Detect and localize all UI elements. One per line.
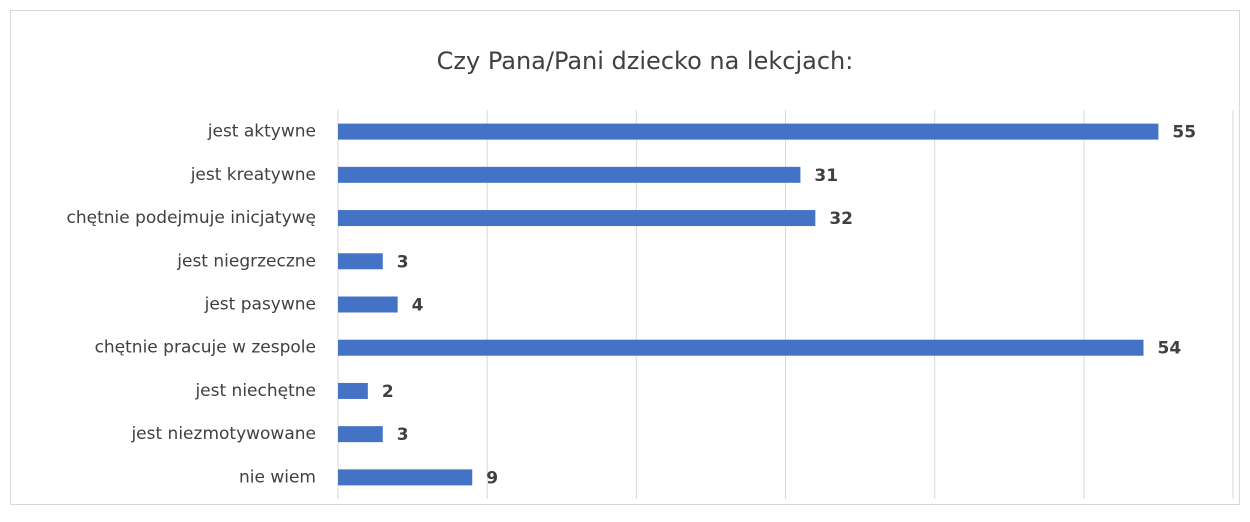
y-tick-label: jest niegrzeczne — [176, 251, 316, 271]
y-tick-label: jest kreatywne — [190, 165, 316, 185]
value-label: 3 — [397, 425, 409, 445]
y-tick-label: jest pasywne — [204, 295, 316, 315]
value-label: 55 — [1172, 123, 1196, 143]
y-tick-label: jest niechętne — [194, 381, 316, 401]
bar — [338, 469, 473, 486]
y-tick-label: jest aktywne — [207, 122, 316, 142]
value-label: 3 — [397, 252, 409, 272]
chart-border — [10, 10, 1240, 505]
bar — [338, 382, 368, 399]
value-label: 9 — [486, 468, 498, 488]
y-tick-label: jest niezmotywowane — [130, 424, 316, 444]
bar — [338, 426, 383, 443]
value-label: 4 — [412, 296, 424, 316]
value-label: 2 — [382, 382, 394, 402]
bar — [338, 210, 816, 227]
y-tick-label: chętnie podejmuje inicjatywę — [67, 208, 317, 228]
bar — [338, 296, 398, 313]
bar — [338, 253, 383, 270]
value-label: 32 — [829, 209, 853, 229]
bar — [338, 339, 1144, 356]
y-tick-label: nie wiem — [239, 467, 316, 487]
value-label: 31 — [814, 166, 838, 186]
bar — [338, 166, 801, 183]
y-tick-label: chętnie pracuje w zespole — [95, 338, 316, 358]
bar — [338, 123, 1159, 140]
chart-title: Czy Pana/Pani dziecko na lekcjach: — [437, 47, 854, 75]
value-label: 54 — [1158, 339, 1182, 359]
